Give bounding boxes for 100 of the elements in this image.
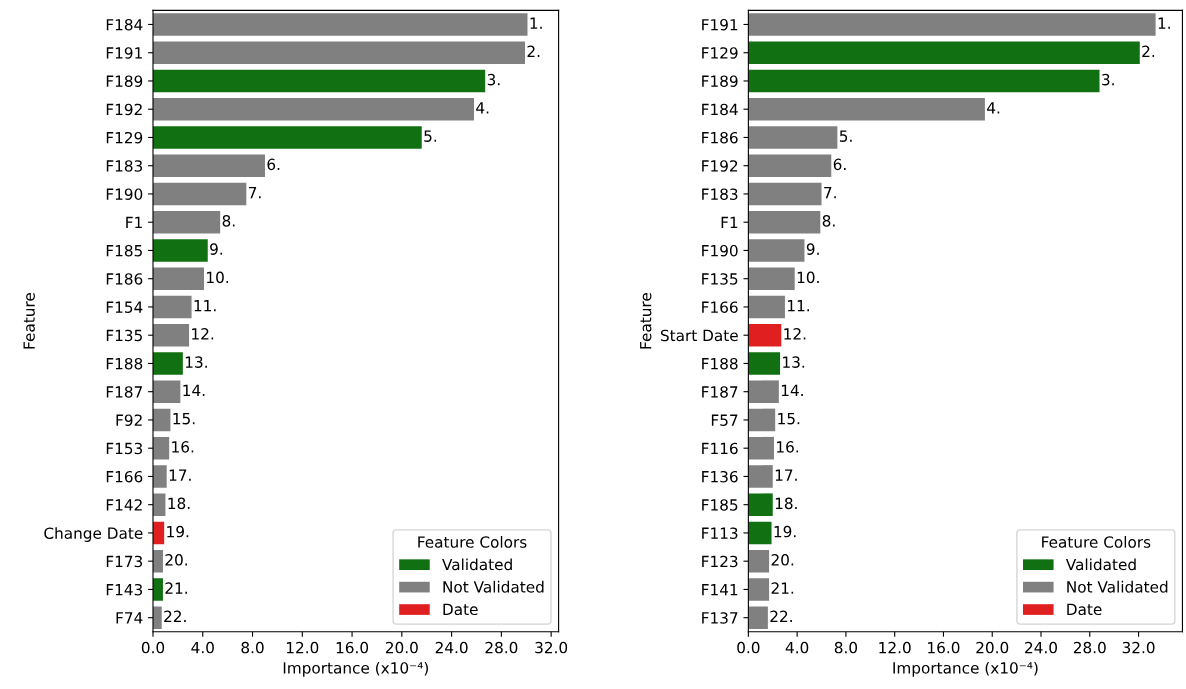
bar (748, 210, 821, 234)
bar (748, 521, 772, 545)
bar (152, 239, 208, 262)
y-tick-label: F153 (106, 442, 143, 455)
annotation: 13. (185, 356, 207, 368)
bar (748, 380, 779, 403)
y-tick-label: F185 (702, 499, 738, 511)
x-axis-title: Importance (x10⁻⁴) (893, 661, 1038, 677)
y-tick-label: Start Date (660, 329, 738, 342)
y-tick-label: F192 (702, 160, 738, 172)
y-axis-title: Feature (23, 293, 35, 349)
y-tick-label: Change Date (44, 527, 143, 542)
annotation: 2. (527, 45, 540, 57)
bar (152, 578, 163, 601)
y-tick-label: F190 (702, 244, 738, 257)
bar (748, 549, 770, 573)
bar (152, 606, 162, 629)
annotation: 22. (164, 610, 186, 622)
annotation: 7. (824, 187, 836, 199)
annotation: 5. (424, 130, 437, 142)
y-tick-label: F183 (702, 188, 738, 200)
y-tick-label: F189 (702, 75, 738, 87)
legend-label: Not Validated (443, 580, 544, 593)
annotation: 15. (173, 413, 195, 425)
annotation: 5. (839, 130, 852, 142)
y-tick-label: F166 (106, 470, 143, 483)
y-tick-label: F184 (106, 18, 143, 31)
y-tick-label: F166 (702, 301, 738, 313)
bar (748, 465, 773, 488)
y-tick-label: F135 (702, 273, 738, 285)
bar (748, 578, 770, 601)
annotation: 11. (194, 300, 216, 312)
annotation: 12. (192, 328, 214, 340)
bar (748, 126, 838, 149)
legend-title: Feature Colors (1042, 536, 1151, 548)
y-tick-label: F173 (106, 555, 143, 568)
annotation: 6. (267, 158, 280, 171)
y-tick-label: F142 (106, 499, 142, 511)
legend-label: Validated (442, 558, 512, 571)
bar (748, 154, 832, 177)
bar (152, 465, 167, 488)
y-tick-label: F129 (106, 131, 143, 144)
x-tick-label: 0.0 (141, 641, 165, 654)
y-tick-label: F187 (106, 386, 142, 398)
annotation: 21. (771, 582, 794, 594)
x-tick-label: 8.0 (241, 641, 264, 654)
x-tick-label: 32.0 (535, 641, 568, 654)
y-tick-label: F154 (106, 301, 143, 313)
annotation: 9. (210, 243, 223, 255)
bar (152, 13, 528, 36)
x-tick-label: 16.0 (928, 641, 960, 654)
legend-label: Validated (1065, 558, 1136, 571)
y-tick-label: F113 (702, 527, 738, 539)
y-axis-title: Feature (640, 293, 652, 349)
y-tick-label: F186 (106, 273, 143, 285)
y-tick-label: F188 (106, 357, 143, 370)
bar (152, 182, 247, 206)
x-tick-label: 20.0 (385, 641, 418, 654)
annotation: 4. (987, 102, 1000, 114)
bar (152, 97, 474, 121)
bar (748, 97, 985, 121)
y-tick-label: F129 (702, 47, 738, 59)
annotation: 10. (797, 271, 819, 284)
y-tick-label: F188 (702, 357, 738, 370)
y-tick-label: F57 (711, 414, 738, 426)
bar (748, 436, 774, 460)
annotation: 16. (172, 441, 194, 453)
legend-title: Feature Colors (418, 536, 527, 548)
y-tick-label: F185 (106, 244, 142, 257)
legend-label: Date (1067, 603, 1102, 616)
bar (152, 267, 205, 290)
x-tick-label: 4.0 (191, 641, 214, 654)
annotation: 9. (806, 243, 819, 255)
bar (152, 126, 422, 149)
y-tick-label: F143 (106, 583, 143, 596)
bar (748, 69, 1100, 93)
x-tick-label: 8.0 (834, 641, 858, 654)
bar (152, 41, 526, 65)
y-tick-label: F183 (106, 160, 143, 172)
legend-label: Date (443, 603, 478, 616)
y-tick-label: F137 (702, 612, 738, 624)
annotation: 1. (530, 17, 542, 29)
bar (152, 210, 221, 234)
y-tick-label: F186 (702, 131, 738, 144)
x-tick-label: 20.0 (976, 641, 1009, 654)
annotation: 7. (248, 187, 261, 199)
y-tick-label: F74 (116, 612, 143, 624)
annotation: 19. (167, 525, 189, 538)
y-tick-label: F136 (702, 470, 738, 483)
bar (748, 41, 1140, 65)
y-tick-label: F116 (702, 442, 738, 455)
y-tick-label: F191 (702, 18, 738, 31)
y-tick-label: F123 (702, 555, 738, 568)
annotation: 2. (1142, 45, 1155, 57)
annotation: 3. (487, 73, 500, 86)
x-tick-label: 16.0 (336, 641, 369, 654)
bar (152, 154, 265, 177)
bar (748, 352, 781, 375)
annotation: 20. (771, 554, 794, 566)
annotation: 22. (770, 610, 792, 622)
